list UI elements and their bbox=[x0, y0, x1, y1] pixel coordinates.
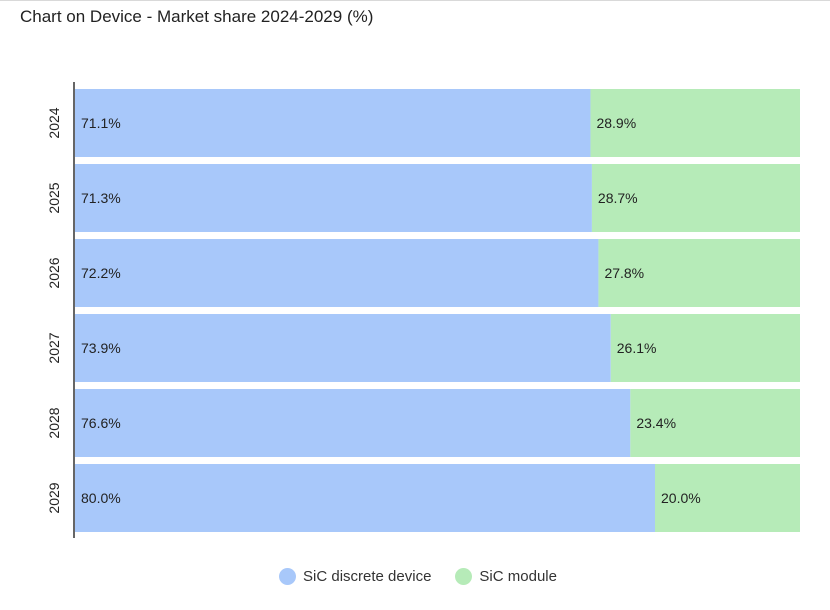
bar-module-2025[interactable] bbox=[591, 164, 800, 232]
bar-discrete-2025[interactable] bbox=[75, 164, 592, 232]
category-label-2026: 2026 bbox=[46, 257, 62, 288]
legend-swatch-discrete bbox=[279, 568, 297, 585]
chart-legend: SiC discrete device SiC module bbox=[0, 568, 830, 585]
data-label-discrete-2024: 71.1% bbox=[81, 115, 121, 131]
bar-module-2029[interactable] bbox=[655, 464, 800, 532]
data-label-module-2028: 23.4% bbox=[636, 415, 676, 431]
legend-swatch-module bbox=[455, 568, 473, 585]
legend-item-sic-module[interactable]: SiC module bbox=[449, 568, 557, 585]
data-label-discrete-2028: 76.6% bbox=[81, 415, 121, 431]
bar-discrete-2024[interactable] bbox=[75, 89, 591, 157]
data-label-module-2027: 26.1% bbox=[617, 340, 657, 356]
bar-discrete-2028[interactable] bbox=[75, 389, 631, 457]
category-label-2027: 2027 bbox=[46, 332, 62, 363]
legend-item-sic-discrete-device[interactable]: SiC discrete device bbox=[273, 568, 431, 585]
chart-title: Chart on Device - Market share 2024-2029… bbox=[20, 7, 374, 26]
bar-module-2028[interactable] bbox=[630, 389, 800, 457]
category-label-2029: 2029 bbox=[46, 482, 62, 513]
bar-module-2026[interactable] bbox=[598, 239, 800, 307]
data-label-module-2026: 27.8% bbox=[604, 265, 644, 281]
category-label-2025: 2025 bbox=[46, 182, 62, 213]
data-label-discrete-2029: 80.0% bbox=[81, 490, 121, 506]
bar-discrete-2027[interactable] bbox=[75, 314, 611, 382]
legend-label-module: SiC module bbox=[479, 568, 557, 585]
bar-chart: 71.1% 28.9% 2024 71.3% 28.7% 2025 72.2% 27.8% 20… bbox=[46, 82, 800, 538]
data-label-module-2029: 20.0% bbox=[661, 490, 701, 506]
data-label-discrete-2025: 71.3% bbox=[81, 190, 121, 206]
data-label-module-2024: 28.9% bbox=[596, 115, 636, 131]
data-label-discrete-2027: 73.9% bbox=[81, 340, 121, 356]
data-label-module-2025: 28.7% bbox=[598, 190, 638, 206]
bar-discrete-2029[interactable] bbox=[75, 464, 655, 532]
bar-module-2027[interactable] bbox=[610, 314, 800, 382]
data-label-discrete-2026: 72.2% bbox=[81, 265, 121, 281]
category-label-2028: 2028 bbox=[46, 407, 62, 438]
bar-discrete-2026[interactable] bbox=[75, 239, 599, 307]
bar-module-2024[interactable] bbox=[590, 89, 800, 157]
category-label-2024: 2024 bbox=[46, 107, 62, 138]
top-divider bbox=[0, 0, 830, 1]
legend-label-discrete: SiC discrete device bbox=[303, 568, 432, 585]
